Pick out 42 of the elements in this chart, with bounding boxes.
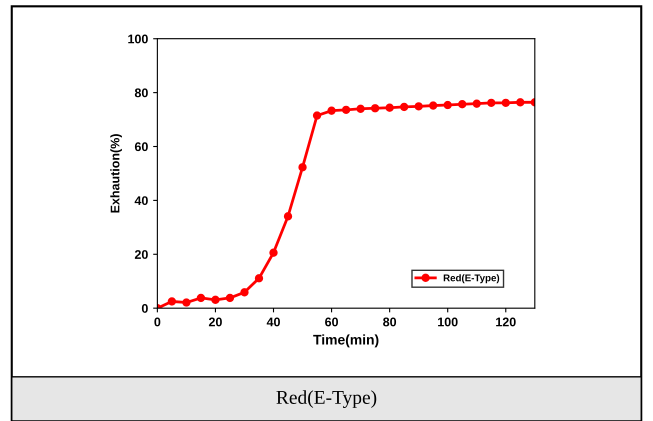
y-tick-label: 80 — [134, 88, 148, 98]
point — [298, 163, 307, 172]
x-tick-label: 100 — [438, 318, 458, 326]
point — [356, 104, 365, 113]
y-axis-title: Exhaution(%) — [110, 134, 122, 213]
point — [196, 294, 206, 302]
point — [370, 104, 380, 112]
point — [458, 100, 466, 108]
x-tick-label: 120 — [496, 318, 516, 326]
y-tick-label: 100 — [128, 34, 148, 44]
point — [284, 212, 292, 220]
x-tick-label: 40 — [266, 318, 280, 326]
x-tick-label: 80 — [383, 318, 396, 326]
point — [487, 98, 496, 108]
point — [269, 248, 278, 257]
point — [240, 288, 249, 296]
point — [444, 100, 452, 110]
legend-label: Red(E-Type) — [444, 274, 500, 284]
point — [429, 101, 438, 110]
point — [254, 274, 264, 282]
point — [211, 296, 220, 304]
x-axis-title: Time(min) — [313, 334, 378, 348]
point — [385, 104, 394, 112]
point — [168, 297, 176, 306]
point — [327, 106, 336, 115]
y-tick-label: 60 — [134, 142, 148, 152]
point — [226, 294, 234, 302]
point — [312, 111, 322, 120]
point — [342, 106, 350, 114]
point — [414, 102, 423, 111]
y-tick-label: 20 — [134, 250, 148, 259]
point — [472, 100, 481, 108]
point — [502, 98, 510, 108]
point — [516, 98, 524, 106]
y-tick-label: 40 — [134, 196, 148, 206]
x-tick-label: 0 — [154, 318, 160, 326]
point — [182, 298, 191, 307]
y-tick-label: 0 — [142, 304, 148, 313]
text: Red(E-Type) — [276, 390, 376, 408]
point — [400, 102, 408, 112]
x-tick-label: 20 — [208, 318, 222, 326]
x-tick-label: 60 — [325, 318, 338, 326]
